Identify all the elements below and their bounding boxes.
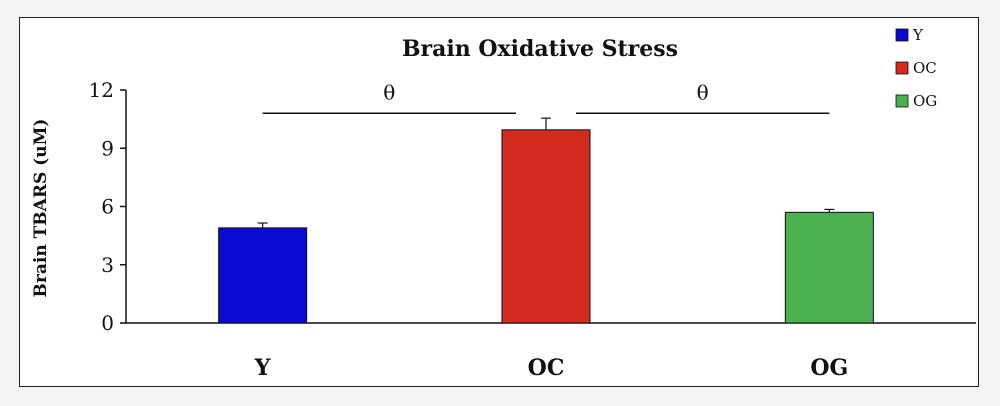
y-tick-label: 12	[89, 78, 114, 102]
legend-label: Y	[912, 26, 924, 44]
x-tick-label: Y	[254, 355, 271, 381]
bars: Y OC OG	[218, 117, 874, 381]
bar-y	[218, 227, 308, 324]
x-tick-label: OG	[810, 355, 848, 381]
legend: Y OC OG	[895, 26, 937, 110]
legend-swatch-oc	[895, 61, 909, 75]
chart-frame: Brain Oxidative Stress Brain TBARS (uM) …	[19, 17, 979, 387]
significance-label: θ	[697, 80, 709, 104]
chart-title: Brain Oxidative Stress	[402, 36, 678, 62]
legend-swatch-y	[895, 28, 909, 42]
legend-label: OG	[913, 92, 937, 110]
y-tick-label: 6	[101, 195, 114, 219]
x-tick-label: OC	[528, 355, 565, 381]
bar-chart: Brain Oxidative Stress Brain TBARS (uM) …	[31, 26, 976, 381]
legend-label: OC	[913, 59, 937, 77]
significance-label: θ	[383, 80, 395, 104]
y-tick-label: 3	[101, 253, 114, 277]
bar-og	[784, 211, 874, 324]
y-tick-label: 9	[101, 136, 114, 160]
legend-swatch-og	[895, 94, 909, 108]
y-tick-label: 0	[101, 311, 114, 335]
y-axis-label: Brain TBARS (uM)	[31, 119, 51, 298]
bar-oc	[501, 129, 591, 324]
